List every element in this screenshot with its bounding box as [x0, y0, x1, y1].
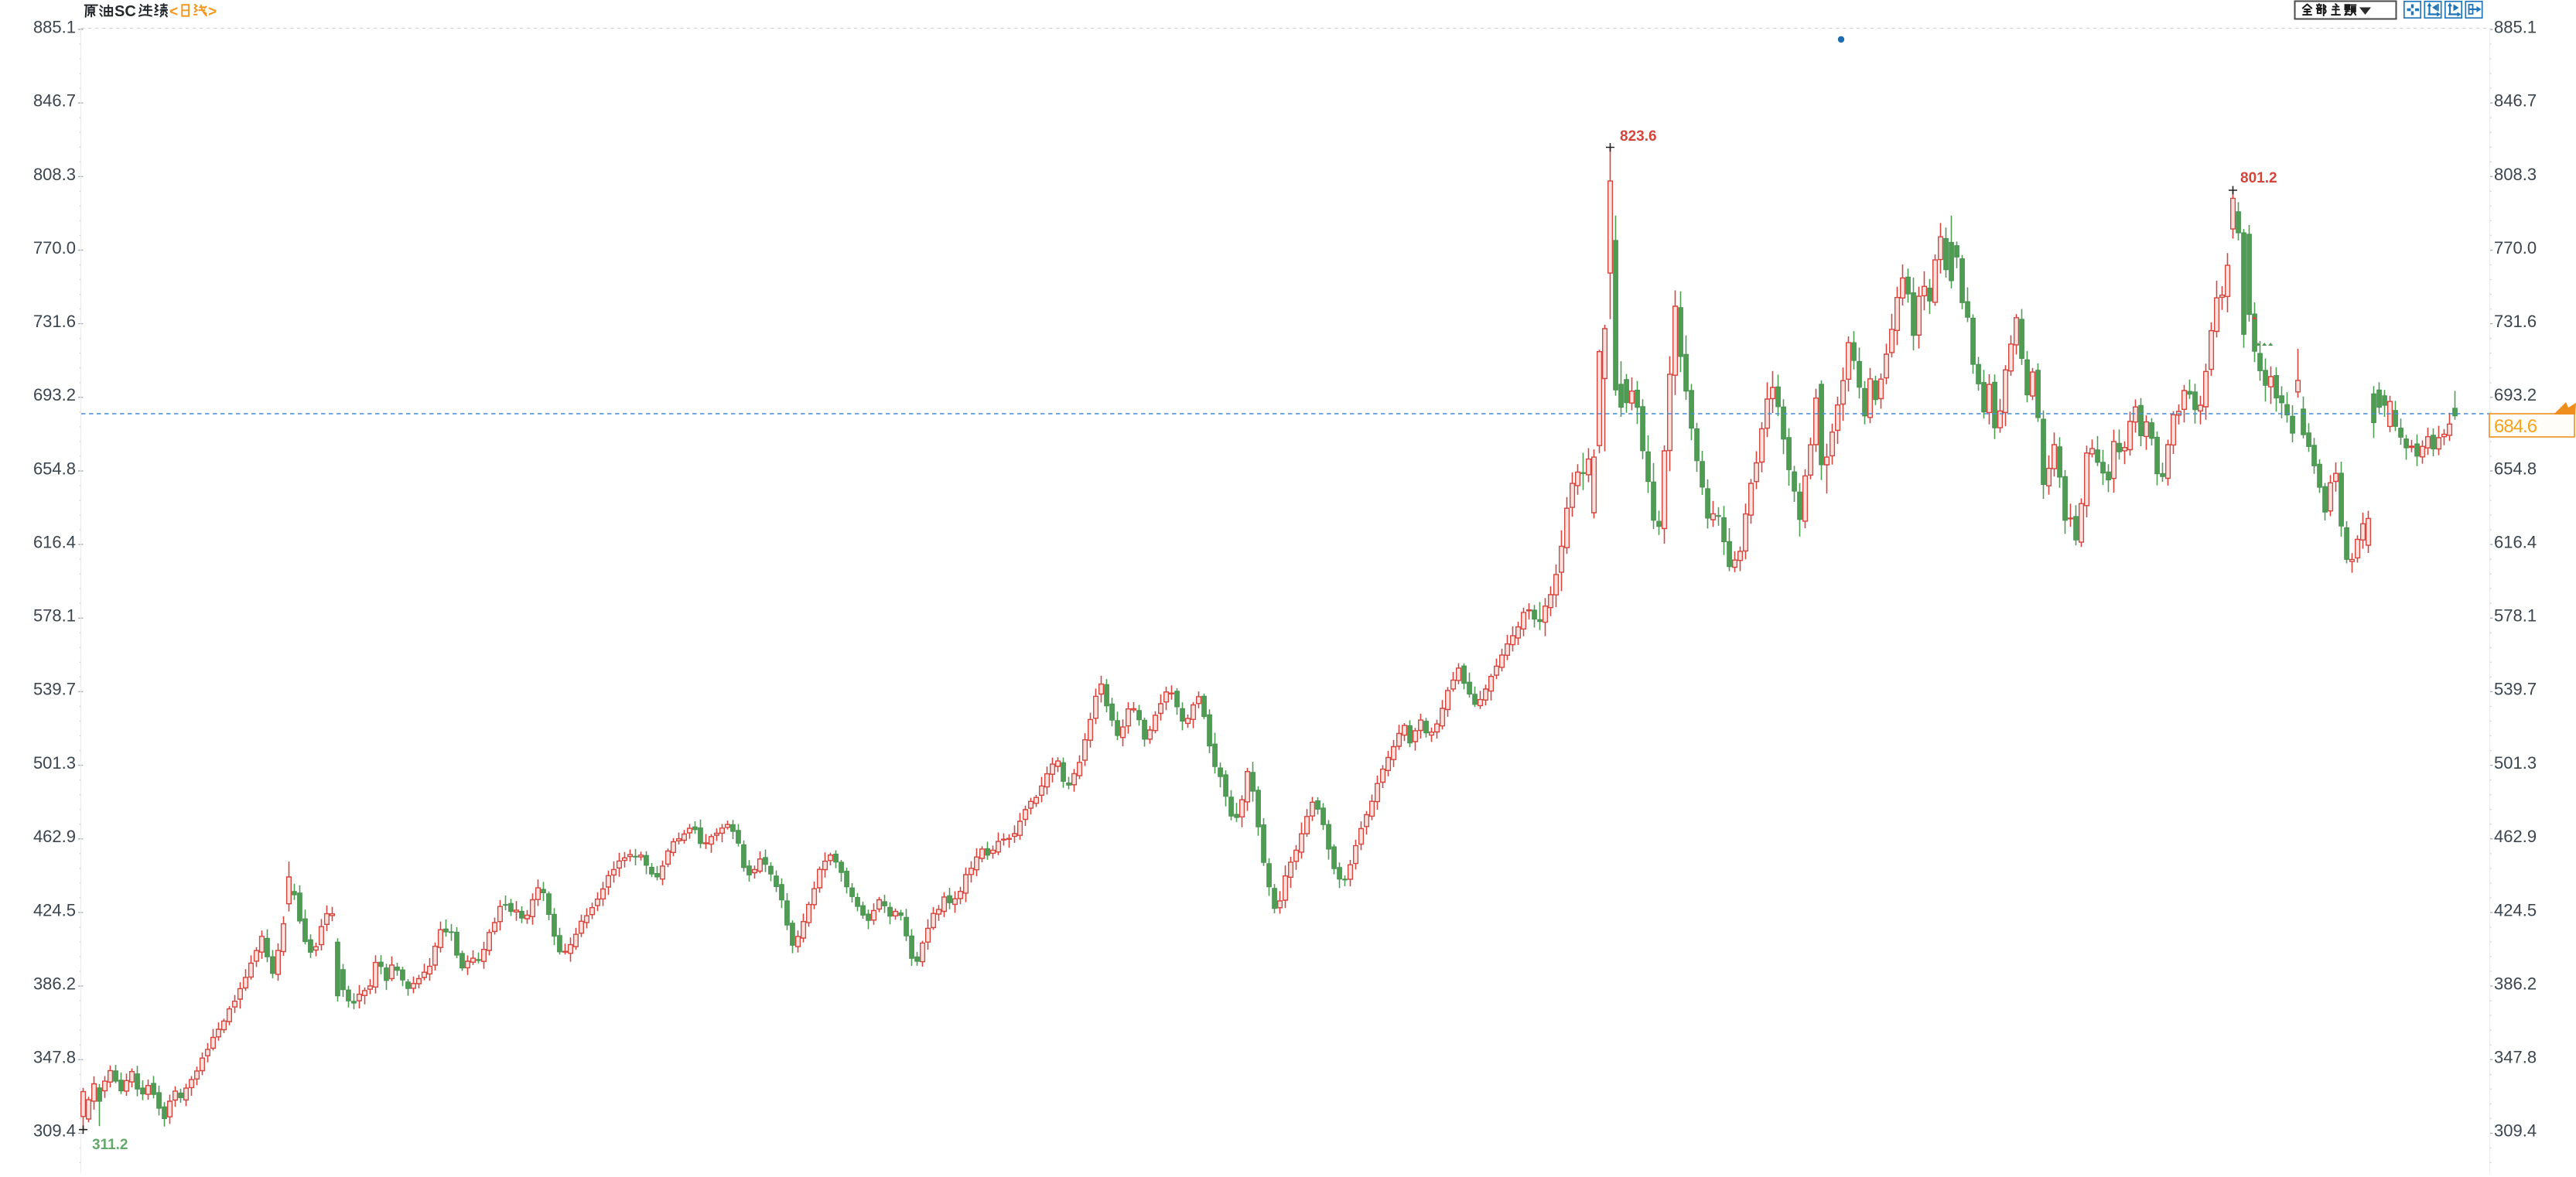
- svg-text:616.4: 616.4: [2494, 533, 2537, 552]
- svg-text:>: >: [208, 4, 217, 20]
- svg-text:684.6: 684.6: [2494, 416, 2537, 437]
- svg-text:770.0: 770.0: [33, 238, 76, 258]
- svg-text:501.3: 501.3: [2494, 753, 2537, 773]
- svg-text:347.8: 347.8: [2494, 1048, 2537, 1067]
- svg-text:578.1: 578.1: [2494, 606, 2537, 626]
- svg-text:386.2: 386.2: [33, 974, 76, 993]
- svg-text:808.3: 808.3: [33, 165, 76, 184]
- svg-text:501.3: 501.3: [33, 753, 76, 773]
- svg-text:731.6: 731.6: [33, 312, 76, 331]
- svg-text:578.1: 578.1: [33, 606, 76, 626]
- svg-text:SC: SC: [114, 3, 136, 20]
- svg-text:386.2: 386.2: [2494, 974, 2537, 993]
- svg-text:424.5: 424.5: [2494, 900, 2537, 919]
- svg-text:616.4: 616.4: [33, 533, 76, 552]
- svg-text:309.4: 309.4: [33, 1121, 76, 1141]
- svg-text:693.2: 693.2: [33, 385, 76, 404]
- svg-text:885.1: 885.1: [2494, 18, 2537, 37]
- svg-text:462.9: 462.9: [33, 827, 76, 846]
- svg-text:693.2: 693.2: [2494, 385, 2537, 404]
- svg-text:311.2: 311.2: [92, 1137, 128, 1153]
- svg-text:885.1: 885.1: [33, 18, 76, 37]
- svg-text:<: <: [169, 4, 178, 20]
- svg-text:654.8: 654.8: [33, 459, 76, 478]
- svg-text:731.6: 731.6: [2494, 312, 2537, 331]
- svg-text:808.3: 808.3: [2494, 165, 2537, 184]
- svg-text:462.9: 462.9: [2494, 827, 2537, 846]
- svg-text:539.7: 539.7: [33, 680, 76, 699]
- svg-text:309.4: 309.4: [2494, 1121, 2537, 1141]
- svg-text:424.5: 424.5: [33, 900, 76, 919]
- svg-text:801.2: 801.2: [2240, 170, 2277, 186]
- svg-text:347.8: 347.8: [33, 1048, 76, 1067]
- svg-text:539.7: 539.7: [2494, 680, 2537, 699]
- svg-text:846.7: 846.7: [33, 91, 76, 111]
- svg-text:654.8: 654.8: [2494, 459, 2537, 478]
- svg-text:846.7: 846.7: [2494, 91, 2537, 111]
- svg-text:823.6: 823.6: [1620, 128, 1657, 145]
- svg-text:770.0: 770.0: [2494, 238, 2537, 258]
